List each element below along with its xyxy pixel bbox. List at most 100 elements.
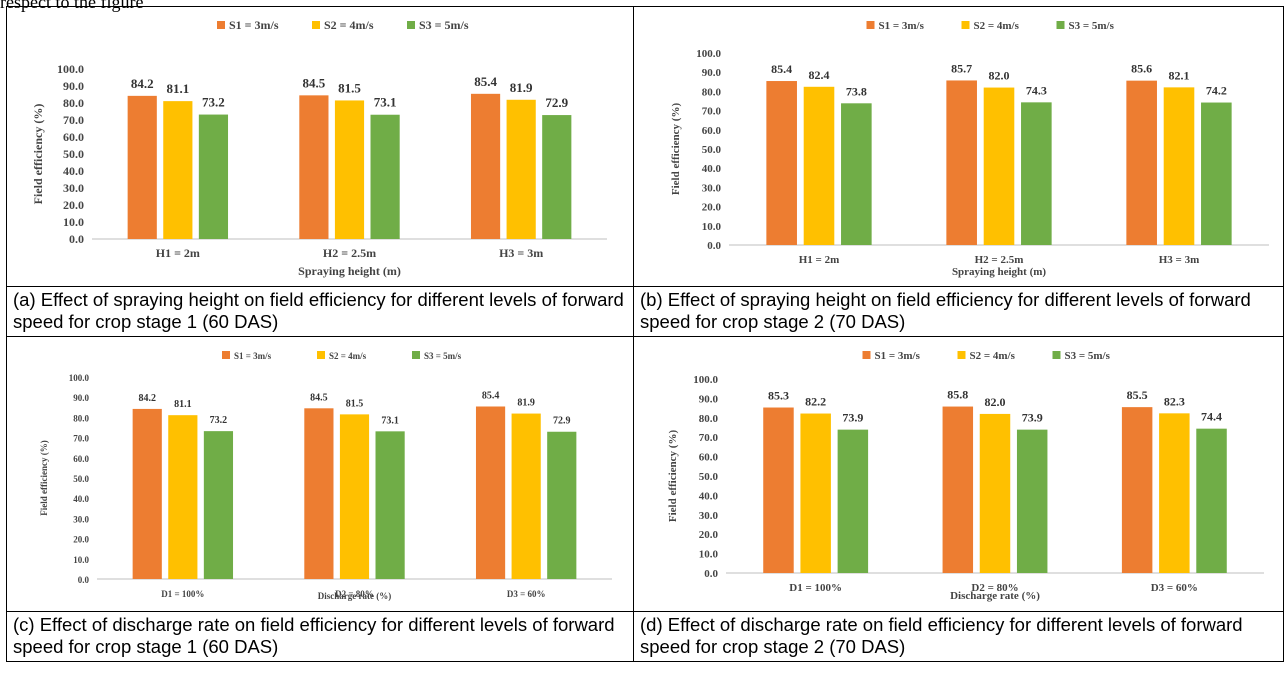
- chart-a-data-label: 81.5: [338, 80, 361, 95]
- chart-c-legend-swatch-1: [222, 351, 230, 359]
- chart-c-legend-swatch-3: [412, 351, 420, 359]
- chart-d-ylabel: Field efficiency (%): [667, 430, 679, 523]
- chart-b-data-label: 85.6: [1131, 62, 1152, 76]
- chart-b-ytick-label: 80.0: [702, 86, 722, 98]
- chart-d-bar-3-2: [1016, 429, 1048, 573]
- chart-d: S1 = 3m/s S2 = 4m/s S3 = 5m/s 0.0 10.0 20.0 30…: [667, 350, 1264, 602]
- chart-c-bar-2-3: [511, 413, 541, 579]
- chart-d-ytick-label: 30.0: [699, 510, 719, 522]
- chart-b-data-label: 82.4: [809, 68, 830, 82]
- chart-c-ytick-label: 60.0: [73, 454, 89, 464]
- chart-a: S1 = 3m/s S2 = 4m/s S3 = 5m/s 0.0 10.0 20.0 30…: [31, 18, 607, 278]
- chart-b-ytick-label: 0.0: [707, 240, 721, 252]
- chart-c-ytick-label: 0.0: [78, 575, 90, 585]
- chart-b-ytick-label: 70.0: [702, 106, 722, 118]
- chart-c-xtick-label: D2 = 80%: [335, 589, 374, 599]
- chart-a-ytick-label: 20.0: [63, 198, 84, 212]
- chart-b-ytick-label: 90.0: [702, 67, 722, 79]
- chart-b-ytick-label: 10.0: [702, 221, 722, 233]
- chart-d-ytick-label: 50.0: [699, 471, 719, 483]
- chart-b-legend-swatch-3: [1056, 21, 1065, 29]
- chart-c-data-label: 72.9: [553, 416, 571, 427]
- chart-c-data-label: 84.2: [138, 393, 156, 404]
- chart-a-bar-1-2: [299, 95, 329, 239]
- chart-b-bar-2-3: [1163, 87, 1195, 245]
- chart-b-legend: S1 = 3m/s S2 = 4m/s S3 = 5m/s: [866, 20, 1115, 32]
- chart-b-ytick-label: 100.0: [696, 48, 721, 60]
- chart-a-bar-3-2: [370, 114, 400, 239]
- chart-b-bar-2-2: [983, 87, 1015, 245]
- chart-a-data-label: 81.9: [510, 80, 533, 95]
- chart-d-data-label: 73.9: [842, 411, 863, 425]
- chart-b-bar-3-3: [1201, 102, 1232, 245]
- chart-b-data-label: 82.0: [989, 69, 1010, 83]
- chart-d-bar-2-2: [979, 413, 1011, 573]
- chart-b-xtick-label: H3 = 3m: [1159, 254, 1200, 266]
- chart-c-data-label: 73.1: [381, 415, 399, 426]
- chart-a-ytick-label: 80.0: [63, 96, 84, 110]
- chart-d-xtick-label: D1 = 100%: [789, 582, 842, 594]
- chart-a-ytick-label: 10.0: [63, 215, 84, 229]
- chart-d-data-label: 73.9: [1022, 411, 1043, 425]
- chart-c-legend-label-3: S3 = 5m/s: [424, 351, 462, 361]
- chart-a-xlabel: Spraying height (m): [298, 264, 401, 278]
- chart-d-xtick-label: D2 = 80%: [971, 582, 1018, 594]
- chart-c-ytick-label: 100.0: [69, 373, 90, 383]
- chart-d-bar-1-2: [942, 406, 974, 573]
- caption-c: (c) Effect of discharge rate on field ef…: [6, 611, 634, 662]
- chart-d-bar-3-3: [1196, 428, 1227, 573]
- chart-b-xlabel: Spraying height (m): [952, 266, 1046, 278]
- chart-c-data-label: 81.5: [346, 398, 364, 409]
- chart-d-bar-3-1: [837, 429, 869, 573]
- chart-c-legend-label-1: S1 = 3m/s: [234, 351, 272, 361]
- chart-c-bar-3-3: [547, 431, 577, 579]
- chart-d-bar-2-3: [1159, 413, 1190, 573]
- chart-c-ytick-label: 20.0: [73, 535, 89, 545]
- chart-d-bar-2-1: [800, 413, 831, 573]
- chart-a-ytick-label: 90.0: [63, 79, 84, 93]
- chart-d-ytick-label: 100.0: [693, 374, 718, 386]
- chart-b-data-label: 82.1: [1169, 68, 1190, 82]
- chart-c-data-label: 73.2: [210, 415, 228, 426]
- chart-a-bar-1-3: [470, 93, 501, 239]
- chart-a-bar-1-1: [127, 95, 157, 239]
- chart-d-ytick-label: 10.0: [699, 549, 719, 561]
- chart-a-data-label: 72.9: [545, 95, 568, 110]
- chart-d-bar-1-3: [1121, 407, 1153, 573]
- chart-a-data-label: 84.5: [303, 75, 326, 90]
- chart-c-bar-1-2: [304, 408, 334, 579]
- chart-b-bar-2-1: [803, 86, 835, 246]
- chart-b-bar-1-2: [946, 80, 977, 246]
- chart-b: S1 = 3m/s S2 = 4m/s S3 = 5m/s 0.0 10.0 20.0 30…: [670, 20, 1269, 278]
- caption-d: (d) Effect of discharge rate on field ef…: [633, 611, 1284, 662]
- chart-b-bar-3-2: [1021, 102, 1052, 246]
- chart-a-legend-swatch-1: [217, 21, 225, 29]
- chart-d-data-label: 74.4: [1201, 410, 1222, 424]
- chart-d-xlabel: Discharge rate (%): [950, 590, 1040, 602]
- chart-c-legend-label-2: S2 = 4m/s: [329, 351, 367, 361]
- chart-b-legend-label-1: S1 = 3m/s: [879, 20, 925, 32]
- chart-a-bar-2-2: [334, 100, 365, 239]
- chart-b-legend-swatch-2: [961, 21, 970, 29]
- chart-a-xtick-label: H1 = 2m: [156, 246, 200, 260]
- chart-c: S1 = 3m/s S2 = 4m/s S3 = 5m/s 0.0 10.0 20.0 30…: [39, 351, 612, 601]
- chart-c-bar-3-1: [203, 431, 234, 579]
- chart-b-xtick-label: H1 = 2m: [799, 254, 840, 266]
- chart-a-bar-2-3: [506, 99, 536, 240]
- chart-c-ytick-label: 80.0: [73, 413, 89, 423]
- chart-d-legend-label-2: S2 = 4m/s: [970, 350, 1016, 362]
- chart-c-ytick-label: 30.0: [73, 514, 89, 524]
- chart-d-legend-label-3: S3 = 5m/s: [1065, 350, 1111, 362]
- chart-a-ytick-label: 30.0: [63, 181, 84, 195]
- chart-d-data-label: 85.8: [947, 388, 968, 402]
- chart-a-legend-swatch-2: [312, 21, 320, 29]
- chart-c-xlabel: Discharge rate (%): [318, 591, 391, 601]
- caption-a: (a) Effect of spraying height on field e…: [6, 286, 634, 337]
- chart-a-data-label: 81.1: [166, 81, 189, 96]
- chart-cell-b: S1 = 3m/s S2 = 4m/s S3 = 5m/s 0.0 10.0 20.0 30…: [633, 6, 1284, 287]
- chart-c-xtick-label: D3 = 60%: [507, 589, 546, 599]
- chart-a-data-label: 85.4: [474, 74, 497, 89]
- chart-b-ytick-label: 30.0: [702, 182, 722, 194]
- chart-b-bar-3-1: [841, 103, 872, 245]
- chart-d-legend-swatch-3: [1052, 351, 1061, 359]
